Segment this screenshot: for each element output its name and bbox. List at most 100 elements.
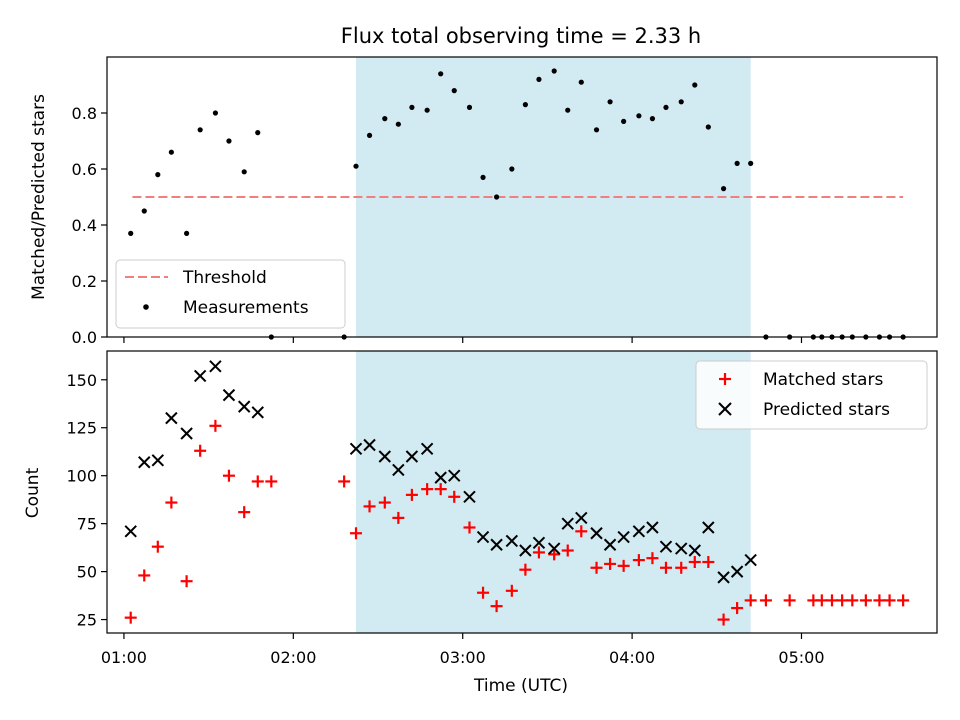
measurement-point — [424, 107, 430, 113]
matched-star-point — [477, 586, 490, 599]
bottom-y-tick-label: 75 — [77, 515, 97, 534]
matched-star-point — [222, 469, 235, 482]
x-tick-label: 02:00 — [270, 648, 316, 667]
matched-star-point — [194, 444, 207, 457]
x-axis-label: Time (UTC) — [473, 676, 568, 696]
predicted-star-point — [730, 565, 744, 578]
x-tick-label: 03:00 — [440, 648, 486, 667]
measurement-point — [409, 104, 415, 110]
matched-star-point — [421, 483, 434, 496]
predicted-star-point — [632, 525, 646, 538]
bottom-y-tick-label: 100 — [66, 467, 97, 486]
bottom-plot-frame — [106, 350, 938, 634]
measurement-point — [678, 99, 684, 105]
top-y-tick-label: 0.0 — [72, 328, 97, 347]
top-legend: Threshold Measurements — [115, 259, 346, 329]
bottom-shaded-span — [356, 351, 751, 633]
measurement-point — [734, 160, 740, 166]
bottom-legend-box — [695, 360, 928, 430]
bottom-y-tick-label: 50 — [77, 563, 97, 582]
matched-star-point — [575, 525, 588, 538]
legend-measurements-swatch — [143, 304, 149, 310]
matched-star-point — [646, 552, 659, 565]
matched-star-point — [702, 556, 715, 569]
predicted-star-point — [363, 438, 376, 452]
matched-star-point — [744, 594, 757, 607]
matched-star-point — [836, 594, 849, 607]
predicted-star-point — [702, 521, 715, 534]
predicted-star-point — [151, 454, 165, 467]
matched-star-point — [209, 419, 222, 432]
matched-star-point — [138, 569, 151, 582]
bottom-y-tick-label: 25 — [77, 611, 97, 630]
measurement-point — [748, 160, 754, 166]
matched-star-point — [873, 594, 886, 607]
top-y-tick-label: 0.4 — [72, 216, 97, 235]
matched-star-point — [363, 500, 376, 513]
matched-star-point — [490, 600, 503, 613]
matched-star-point — [165, 496, 178, 509]
measurement-point — [395, 121, 401, 127]
measurement-point — [705, 124, 711, 130]
measurement-point — [593, 127, 600, 133]
predicted-star-point — [222, 388, 236, 402]
predicted-star-point — [420, 442, 434, 456]
top-y-tick-label: 0.2 — [72, 272, 97, 291]
bottom-y-tick-label: 150 — [66, 371, 97, 390]
measurement-point — [366, 132, 373, 138]
matched-star-point — [548, 548, 561, 561]
measurement-point — [536, 76, 542, 82]
matched-star-point — [350, 527, 362, 540]
predicted-star-point — [561, 517, 574, 530]
predicted-star-point — [405, 450, 419, 463]
matched-star-point — [688, 556, 701, 569]
predicted-star-point — [237, 400, 251, 413]
matched-star-point — [238, 506, 251, 519]
matched-star-point — [783, 594, 796, 607]
measurement-point — [607, 99, 613, 105]
legend-matched-label: Matched stars — [763, 370, 883, 390]
matched-star-point — [759, 594, 772, 607]
predicted-star-point — [519, 544, 532, 557]
top-legend-box — [115, 259, 346, 329]
predicted-star-point — [744, 553, 757, 567]
matched-star-point — [731, 602, 744, 615]
top-y-axis-label: Matched/Predicted stars — [29, 94, 49, 300]
measurement-point — [141, 208, 147, 214]
top-plot-frame — [106, 56, 938, 338]
predicted-star-point — [659, 540, 673, 553]
matched-star-point — [859, 594, 872, 607]
bottom-y-axis-label: Count — [23, 467, 43, 518]
matched-star-point — [180, 575, 193, 588]
x-tick-label: 05:00 — [778, 648, 824, 667]
predicted-star-point — [251, 406, 264, 419]
predicted-star-point — [349, 442, 363, 456]
matched-star-point — [378, 496, 391, 509]
chart-title: Flux total observing time = 2.33 h — [341, 24, 701, 48]
measurement-point — [480, 174, 486, 180]
measurement-point — [578, 79, 584, 85]
matched-star-point — [604, 557, 617, 570]
measurement-point — [663, 104, 669, 110]
measurement-point — [522, 102, 528, 108]
measurement-point — [466, 104, 473, 110]
predicted-star-point — [575, 511, 588, 525]
matched-star-point — [815, 594, 828, 607]
top-panel: 0.00.20.40.60.8 Matched/Predicted stars … — [29, 56, 938, 347]
measurement-point — [353, 163, 359, 169]
matched-star-point — [251, 475, 264, 488]
matched-star-point — [505, 584, 518, 597]
matched-star-point — [434, 483, 447, 496]
measurement-point — [692, 82, 698, 88]
measurement-point — [451, 88, 457, 94]
matched-star-point — [338, 475, 351, 488]
legend-predicted-label: Predicted stars — [763, 400, 890, 420]
measurement-point — [636, 113, 642, 119]
predicted-star-point — [124, 525, 137, 538]
x-tick-label: 04:00 — [609, 648, 655, 667]
predicted-star-point — [138, 456, 151, 469]
matched-star-point — [405, 488, 418, 501]
measurement-point — [565, 107, 571, 113]
predicted-star-point — [490, 538, 503, 551]
bottom-panel: 25 50 75 100 125 150 01:00 02:00 03:00 04:00 05:0… — [23, 350, 938, 696]
